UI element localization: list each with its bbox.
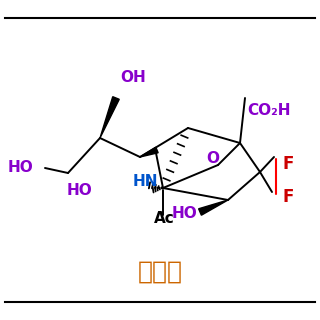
Text: HO: HO [66, 182, 92, 197]
Text: O: O [206, 150, 220, 165]
Text: CO₂H: CO₂H [247, 102, 291, 117]
Text: 合成品: 合成品 [138, 260, 182, 284]
Text: Ac: Ac [154, 211, 174, 226]
Text: OH: OH [120, 69, 146, 84]
Text: F: F [282, 188, 293, 206]
Text: HO: HO [8, 159, 34, 174]
Text: HN: HN [132, 173, 158, 188]
Polygon shape [140, 147, 158, 157]
Polygon shape [100, 97, 119, 138]
Text: HO: HO [171, 205, 197, 220]
Polygon shape [199, 200, 228, 215]
Text: F: F [282, 155, 293, 173]
